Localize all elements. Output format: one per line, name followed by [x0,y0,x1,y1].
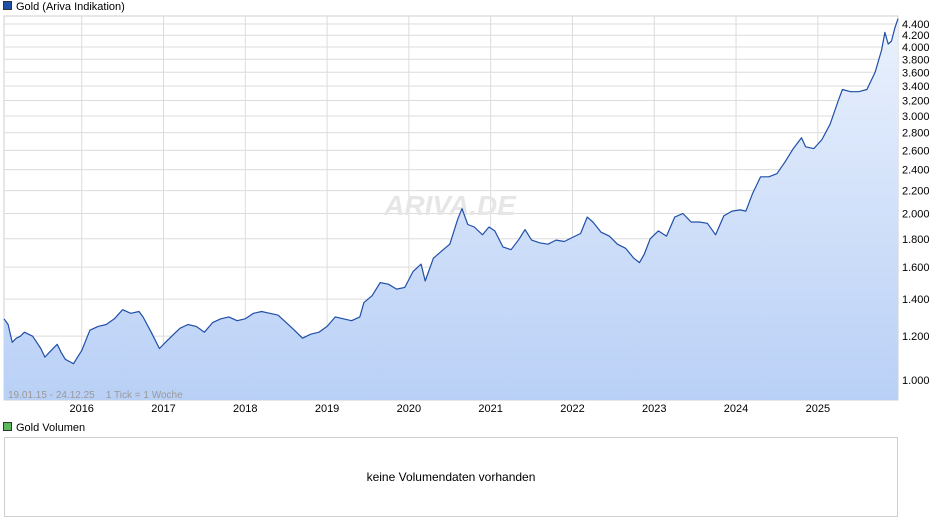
volume-legend-label: Gold Volumen [16,422,86,434]
y-tick-label: 3.600 [902,67,930,79]
range-note: 19.01.15 - 24.12.25 1 Tick = 1 Woche [8,390,183,401]
main-legend: Gold (Ariva Indikation) [3,0,125,14]
y-axis: 1.000 1.200 1.400 1.600 1.800 2.000 2.200 2.400… [902,19,930,387]
y-tick-label: 3.400 [902,81,930,93]
x-tick-label: 2024 [724,403,748,415]
series-area [4,18,898,400]
x-tick-label: 2019 [315,403,339,415]
x-tick-label: 2023 [642,403,666,415]
y-tick-label: 2.800 [902,128,930,140]
y-tick-label: 2.200 [902,186,930,198]
volume-panel: keine Volumendaten vorhanden [4,437,898,517]
x-axis: 2016 2017 2018 2019 2020 2021 2022 2023 2024 2025 [69,403,830,415]
x-tick-label: 2016 [69,403,93,415]
series-line [3,18,899,365]
main-legend-swatch [3,1,12,10]
y-tick-label: 3.800 [902,54,930,66]
x-tick-label: 2020 [397,403,421,415]
series-line-group [3,18,899,365]
y-tick-label: 1.800 [902,234,930,246]
y-tick-label: 3.000 [902,111,930,123]
x-tick-label: 2025 [806,403,830,415]
y-tick-label: 4.200 [902,30,930,42]
y-tick-label: 4.000 [902,42,930,54]
y-tick-label: 1.000 [902,375,930,387]
y-tick-label: 2.400 [902,165,930,177]
y-tick-label: 2.600 [902,145,930,157]
x-tick-label: 2022 [560,403,584,415]
series-area-fill [4,18,898,400]
volume-legend: Gold Volumen [3,421,85,435]
volume-legend-swatch [3,422,12,431]
x-tick-label: 2017 [151,403,175,415]
price-chart: ARIVA.DE 1.000 1.200 1.400 1.600 1.800 2.000 2… [3,15,930,415]
y-tick-label: 1.400 [902,294,930,306]
y-tick-label: 1.200 [902,331,930,343]
y-tick-label: 2.000 [902,208,930,220]
y-tick-label: 3.200 [902,96,930,108]
y-tick-label: 4.400 [902,19,930,31]
main-legend-label: Gold (Ariva Indikation) [16,1,125,13]
watermark: ARIVA.DE [383,190,517,221]
y-tick-label: 1.600 [902,262,930,274]
x-tick-label: 2021 [478,403,502,415]
x-tick-label: 2018 [233,403,257,415]
volume-empty-message: keine Volumendaten vorhanden [366,470,536,484]
